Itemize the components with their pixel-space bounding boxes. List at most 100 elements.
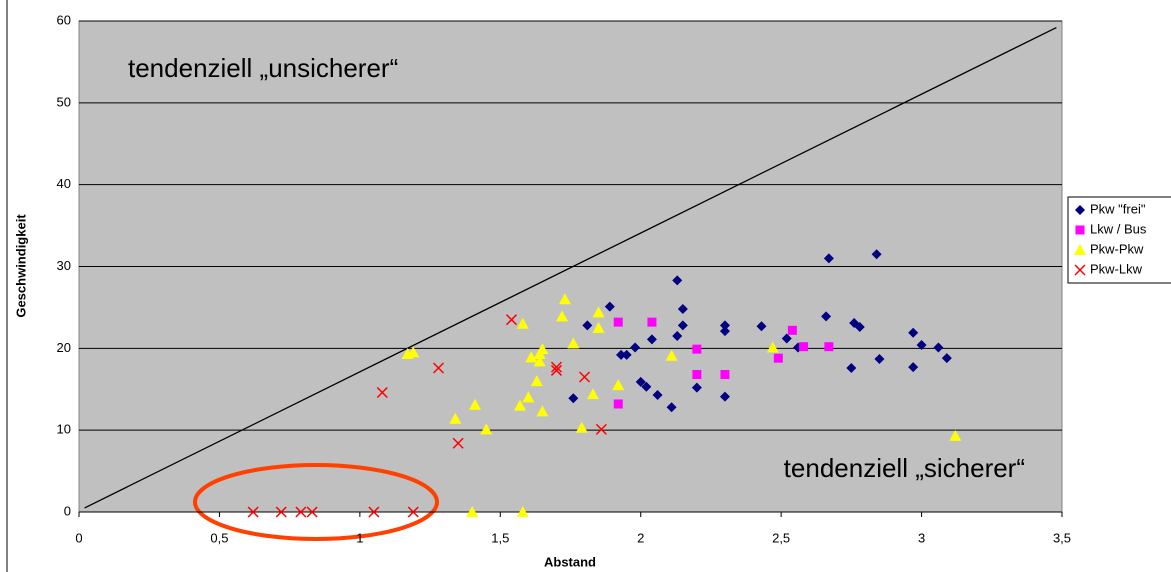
point (516, 317, 529, 329)
y-tick-label: 40 (57, 176, 71, 191)
point (821, 311, 832, 322)
point (466, 506, 479, 517)
y-tick-label: 60 (57, 12, 71, 27)
point (787, 325, 797, 335)
point (480, 423, 493, 435)
point (621, 349, 632, 360)
x-axis-label: Abstand (544, 554, 596, 569)
point (613, 317, 623, 327)
x-tick-label: 0,5 (210, 530, 228, 545)
point (407, 346, 420, 358)
x-tick-label: 0 (75, 530, 82, 545)
point (652, 389, 663, 400)
point (592, 321, 605, 333)
point (692, 344, 702, 354)
point (575, 421, 588, 433)
point (630, 342, 641, 353)
point (452, 437, 464, 449)
point (550, 361, 562, 373)
point (933, 342, 944, 353)
point (781, 333, 792, 344)
point (556, 310, 569, 322)
point (823, 253, 834, 264)
point (592, 306, 605, 318)
point (579, 371, 591, 383)
point (773, 353, 783, 363)
point (720, 370, 730, 380)
y-tick-label: 50 (57, 94, 71, 109)
legend-marker (1074, 244, 1086, 255)
point (568, 393, 579, 404)
point (665, 349, 678, 361)
y-axis-label: Geschwindigkeit (13, 214, 28, 318)
point (567, 337, 580, 349)
point (719, 391, 730, 402)
point (449, 412, 462, 424)
point (766, 341, 779, 353)
point (846, 362, 857, 373)
point (247, 506, 259, 518)
point (672, 275, 683, 286)
legend-marker (1075, 225, 1085, 235)
x-tick-label: 1,5 (491, 530, 509, 545)
point (595, 423, 607, 435)
point (635, 376, 646, 387)
point (516, 506, 529, 517)
point (306, 506, 318, 518)
point (533, 355, 546, 367)
x-tick-label: 3 (918, 530, 925, 545)
reference-line (84, 26, 1057, 509)
legend-box (1067, 196, 1171, 284)
point (558, 293, 571, 305)
point (530, 375, 543, 387)
point (616, 349, 627, 360)
point (612, 379, 625, 391)
point (604, 301, 615, 312)
point (613, 399, 623, 409)
point (756, 321, 767, 332)
x-tick-label: 2 (637, 530, 644, 545)
point (916, 340, 927, 351)
legend-label: Pkw-Pkw (1090, 241, 1144, 256)
point (432, 362, 445, 374)
legend-label: Lkw / Bus (1090, 221, 1147, 236)
point (691, 382, 702, 393)
legend-marker (1074, 264, 1086, 276)
y-tick-label: 10 (57, 422, 71, 437)
legend-marker (1075, 205, 1085, 215)
x-tick-label: 3,5 (1053, 530, 1071, 545)
highlight-ellipse (193, 463, 439, 541)
point (525, 351, 538, 363)
point (874, 353, 885, 364)
y-tick-label: 0 (64, 503, 71, 518)
point (854, 322, 865, 333)
point (513, 399, 526, 411)
legend-label: Pkw-Lkw (1090, 261, 1143, 276)
point (677, 320, 688, 331)
point (376, 386, 388, 399)
point (550, 364, 562, 376)
point (536, 405, 549, 417)
point (824, 342, 834, 352)
point (941, 353, 952, 364)
point (275, 506, 287, 518)
point (586, 388, 599, 400)
point (469, 398, 482, 410)
point (646, 334, 657, 345)
legend-label: Pkw "frei" (1090, 201, 1146, 216)
point (719, 320, 730, 331)
point (505, 314, 518, 326)
point (368, 506, 380, 518)
point (582, 320, 593, 331)
y-tick-label: 20 (57, 340, 71, 355)
point (908, 362, 919, 373)
point (719, 326, 730, 337)
annotation: tendenziell „unsicherer“ (128, 53, 398, 83)
point (799, 342, 809, 352)
point (871, 249, 882, 260)
point (672, 331, 683, 342)
annotation: tendenziell „sicherer“ (784, 453, 1025, 483)
point (647, 317, 657, 327)
point (908, 327, 919, 338)
